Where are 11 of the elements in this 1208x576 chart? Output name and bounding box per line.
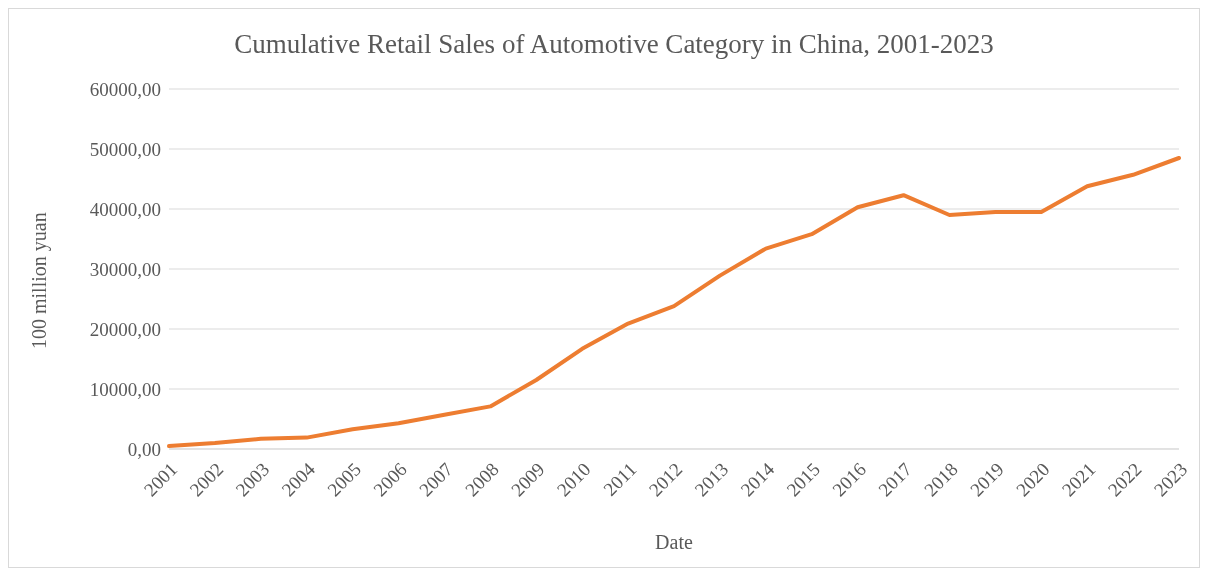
y-axis-title: 100 million yuan [28, 212, 52, 349]
y-tick-label: 40000,00 [89, 198, 161, 220]
y-tick-label: 20000,00 [89, 318, 161, 340]
y-tick-label: 0,00 [127, 438, 161, 460]
y-tick-label: 30000,00 [89, 258, 161, 280]
x-axis-title: Date [655, 531, 693, 553]
y-tick-label: 10000,00 [89, 378, 161, 400]
chart-title: Cumulative Retail Sales of Automotive Category in China, 2001-2023 [233, 29, 995, 61]
line-series [167, 156, 1181, 448]
y-tick-label: 60000,00 [89, 78, 161, 100]
y-tick-label: 50000,00 [89, 138, 161, 160]
